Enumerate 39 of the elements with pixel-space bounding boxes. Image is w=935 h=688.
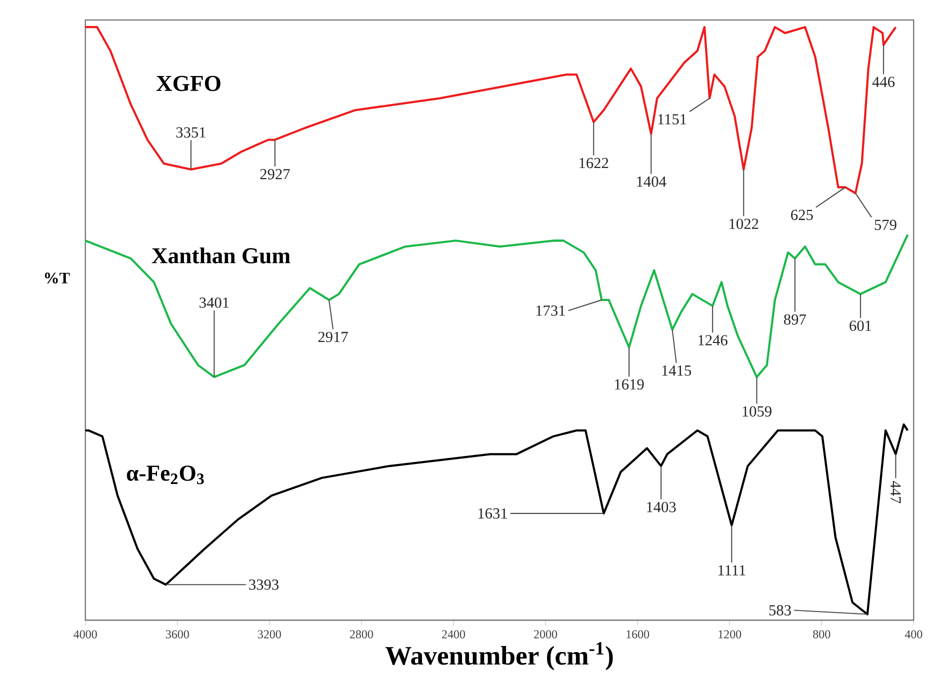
x-tick-label: 2800 [350, 630, 373, 638]
x-tick-label: 800 [813, 630, 830, 638]
x-tick-label: 2000 [534, 630, 558, 638]
series-label: α-Fe$_{2}$O$_{3}$ [126, 465, 204, 484]
series-label: Xanthan Gum [152, 247, 290, 264]
annotation: 2917 [318, 332, 348, 342]
x-tick-label: 1200 [718, 630, 742, 638]
x-tick-label: 400 [904, 630, 922, 638]
x-tick-label: 2400 [442, 630, 466, 638]
annotation: 1111 [718, 565, 746, 576]
annotation: 897 [784, 314, 806, 325]
annotation: 601 [850, 320, 872, 331]
x-axis-title: Wavenumber (cm$^{-1}$) [385, 642, 613, 670]
annotation: 1403 [647, 502, 676, 512]
annotation: 1404 [637, 176, 666, 187]
annotation: 1022 [730, 218, 758, 229]
annotation: 447 [890, 480, 901, 504]
series-label: XGFO [156, 76, 220, 91]
annotation: 1059 [742, 406, 772, 416]
annotation: 583 [769, 605, 791, 616]
annotation: 446 [872, 76, 895, 87]
y-axis-title: %T [44, 272, 70, 284]
annotation: 2927 [260, 168, 290, 180]
annotation: 3351 [176, 127, 206, 138]
x-tick-label: 3600 [166, 630, 189, 638]
annotation: 3393 [249, 579, 279, 590]
annotation: 1631 [478, 508, 507, 518]
annotation: 1151 [658, 114, 686, 124]
annotation: 1246 [698, 334, 728, 346]
annotation: 1619 [615, 379, 644, 390]
x-tick-label: 1600 [626, 630, 650, 638]
annotation: 579 [874, 220, 896, 230]
annotation: 1622 [580, 158, 608, 168]
x-tick-label: 3200 [258, 630, 281, 638]
x-tick-label: 4000 [74, 630, 97, 638]
annotation: 625 [791, 210, 813, 220]
annotation: 1731 [536, 305, 565, 316]
annotation: 3401 [200, 297, 229, 308]
annotation: 1415 [662, 365, 692, 376]
